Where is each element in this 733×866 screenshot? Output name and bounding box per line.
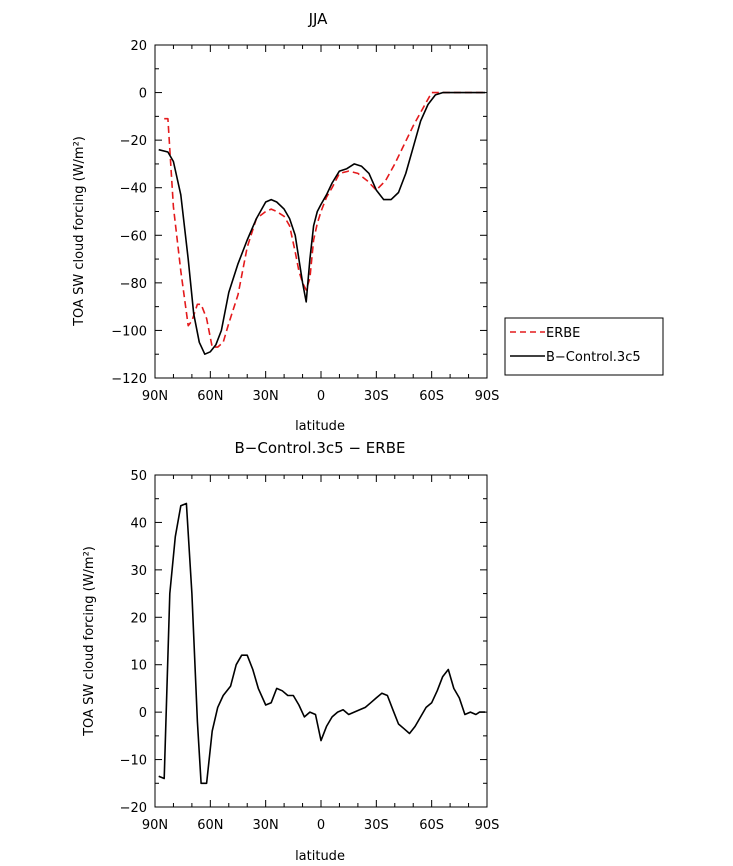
top-ytick-label: −20 bbox=[120, 134, 147, 149]
top-xtick-label: 30N bbox=[253, 389, 279, 404]
bottom-chart-title: B−Control.3c5 − ERBE bbox=[235, 439, 406, 457]
top-chart-ylabel: TOA SW cloud forcing (W/m²) bbox=[72, 136, 87, 327]
bottom-xtick-label: 90N bbox=[142, 818, 168, 833]
top-series-erbe-line bbox=[164, 91, 486, 348]
bottom-ytick-label: 0 bbox=[139, 706, 147, 721]
top-ytick-label: 20 bbox=[130, 39, 147, 54]
bottom-ytick-label: 30 bbox=[130, 564, 147, 579]
legend-box bbox=[504, 317, 664, 376]
bottom-ytick-label: 10 bbox=[130, 659, 147, 674]
bottom-ytick-label: 20 bbox=[130, 611, 147, 626]
bottom-xtick-label: 30N bbox=[253, 818, 279, 833]
top-xtick-label: 90N bbox=[142, 389, 168, 404]
legend-erbe-label: ERBE bbox=[546, 326, 580, 341]
top-chart-panel: JJA 90N 60N 30N 0 30S 60S 90S −120 −100 −80 −60 −40… bbox=[72, 10, 499, 434]
bottom-ytick-label: −20 bbox=[120, 801, 147, 816]
top-ytick-label: −40 bbox=[120, 182, 147, 197]
top-ytick-label: −120 bbox=[111, 372, 147, 387]
top-xtick-label: 30S bbox=[364, 389, 389, 404]
top-ytick-label: −60 bbox=[120, 229, 147, 244]
bottom-series-control-line bbox=[158, 502, 486, 785]
top-chart-title: JJA bbox=[308, 10, 329, 28]
legend-control-label: B−Control.3c5 bbox=[546, 350, 641, 365]
bottom-ytick-label: 50 bbox=[130, 469, 147, 484]
bottom-chart-panel: B−Control.3c5 − ERBE 90N 60N 30N 0 30S 60S 90S… bbox=[82, 439, 499, 864]
top-xtick-label: 0 bbox=[317, 389, 325, 404]
bottom-chart-ylabel: TOA SW cloud forcing (W/m²) bbox=[82, 546, 97, 737]
top-xtick-label: 60S bbox=[419, 389, 444, 404]
top-ytick-label: −80 bbox=[120, 277, 147, 292]
bottom-xtick-label: 0 bbox=[317, 818, 325, 833]
bottom-ytick-label: −10 bbox=[120, 754, 147, 769]
bottom-xtick-label: 60S bbox=[419, 818, 444, 833]
top-xtick-label: 60N bbox=[197, 389, 223, 404]
bottom-chart-frame bbox=[154, 474, 488, 808]
top-ytick-label: 0 bbox=[139, 87, 147, 102]
bottom-xtick-label: 30S bbox=[364, 818, 389, 833]
top-ytick-label: −100 bbox=[111, 324, 147, 339]
top-xtick-label: 90S bbox=[475, 389, 500, 404]
bottom-chart-xlabel: latitude bbox=[295, 849, 345, 864]
top-chart-xlabel: latitude bbox=[295, 419, 345, 434]
bottom-xtick-label: 60N bbox=[197, 818, 223, 833]
bottom-xtick-label: 90S bbox=[475, 818, 500, 833]
bottom-ytick-label: 40 bbox=[130, 516, 147, 531]
top-series-control-line bbox=[158, 91, 486, 356]
legend: ERBE B−Control.3c5 bbox=[504, 317, 664, 376]
